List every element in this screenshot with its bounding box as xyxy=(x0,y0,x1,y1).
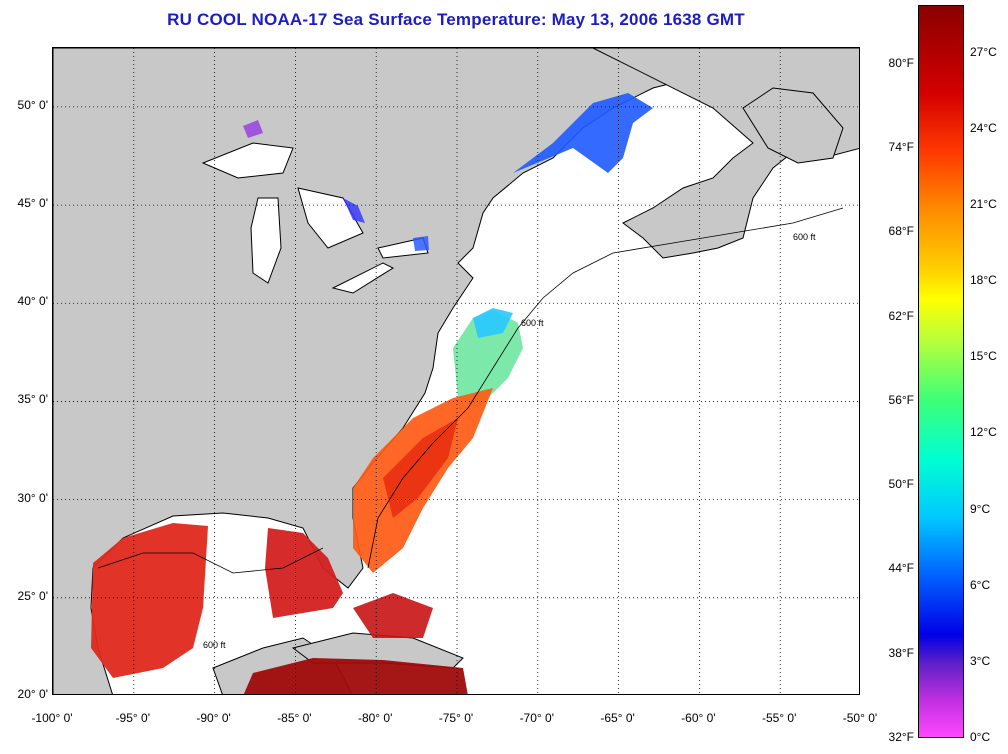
lon-tick-label: -85° 0' xyxy=(277,711,312,725)
sst-gulf-stream-core xyxy=(383,418,458,518)
colorbar-celsius-label: 24°C xyxy=(970,120,997,135)
colorbar-celsius-label: 15°C xyxy=(970,349,997,364)
lat-tick-label: 45° 0' xyxy=(17,196,48,211)
lake-superior xyxy=(201,142,294,179)
lon-tick-label: -95° 0' xyxy=(115,711,151,725)
lake-superior-sst xyxy=(243,120,263,138)
colorbar-fahrenheit-label: 68°F xyxy=(888,224,914,239)
contour-label-atlantic: 600 ft xyxy=(521,318,544,328)
sst-gulf-east xyxy=(265,528,343,618)
colorbar-fahrenheit-label: 80°F xyxy=(888,55,914,70)
lat-tick-label: 50° 0' xyxy=(17,97,48,112)
lon-tick-label: -60° 0' xyxy=(681,711,716,725)
colorbar-fahrenheit-label: 74°F xyxy=(888,139,914,154)
sst-mid-atlantic-north xyxy=(473,308,513,338)
lon-tick-label: -70° 0' xyxy=(519,711,555,725)
colorbar-celsius-label: 0°C xyxy=(970,730,991,744)
colorbar-celsius-label: 3°C xyxy=(970,653,991,668)
colorbar-celsius-label: 12°C xyxy=(970,425,997,440)
lon-tick-label: -90° 0' xyxy=(196,711,231,725)
map-canvas: 600 ft 600 ft 600 ft xyxy=(53,48,859,694)
colorbar-fahrenheit-label: 50°F xyxy=(888,477,914,492)
lon-tick-label: -50° 0' xyxy=(842,711,878,725)
isobath-600ft xyxy=(97,207,844,574)
lat-tick-label: 20° 0' xyxy=(17,687,48,701)
lat-tick-label: 35° 0' xyxy=(17,392,48,407)
contour-label-northeast: 600 ft xyxy=(793,232,816,242)
great-lakes xyxy=(201,120,429,294)
colorbar-fahrenheit-label: 32°F xyxy=(888,730,914,744)
sst-bahamas xyxy=(353,593,433,638)
map-title: RU COOL NOAA-17 Sea Surface Temperature:… xyxy=(167,10,745,29)
colorbar-celsius-label: 27°C xyxy=(970,44,997,59)
lon-tick-label: -55° 0' xyxy=(761,711,797,725)
sst-layer xyxy=(91,93,653,694)
sst-map: 600 ft 600 ft 600 ft xyxy=(52,47,860,695)
lon-tick-label: -80° 0' xyxy=(357,711,393,725)
lon-tick-label: -100° 0' xyxy=(31,711,73,725)
colorbar-fahrenheit-label: 62°F xyxy=(888,308,914,323)
sst-mid-atlantic xyxy=(453,310,523,408)
colorbar-celsius-label: 9°C xyxy=(970,501,991,516)
lat-tick-label: 30° 0' xyxy=(17,490,48,505)
contour-line-gulf xyxy=(97,547,324,574)
lake-erie xyxy=(331,262,395,294)
grid-lines xyxy=(53,48,859,694)
sst-caribbean xyxy=(243,658,468,694)
colorbar-fahrenheit-label: 44°F xyxy=(888,561,914,576)
lon-tick-label: -65° 0' xyxy=(600,711,635,725)
colorbar-celsius-label: 21°C xyxy=(970,196,997,211)
colorbar-celsius-label: 6°C xyxy=(970,577,991,592)
lake-michigan xyxy=(250,197,282,284)
temperature-colorbar xyxy=(918,5,964,738)
lake-huron-sst xyxy=(343,198,365,223)
lake-ontario-sst xyxy=(413,236,429,251)
sst-st-lawrence xyxy=(513,93,653,173)
sst-gulf-west xyxy=(91,523,208,678)
colorbar-fahrenheit-label: 38°F xyxy=(888,645,914,660)
contour-line-atlantic xyxy=(367,207,844,569)
lat-tick-label: 40° 0' xyxy=(17,294,48,309)
colorbar-fahrenheit-label: 56°F xyxy=(888,392,914,407)
lat-tick-label: 25° 0' xyxy=(17,588,48,603)
lake-huron xyxy=(297,187,364,249)
colorbar-celsius-label: 18°C xyxy=(970,273,997,288)
lon-tick-label: -75° 0' xyxy=(438,711,474,725)
